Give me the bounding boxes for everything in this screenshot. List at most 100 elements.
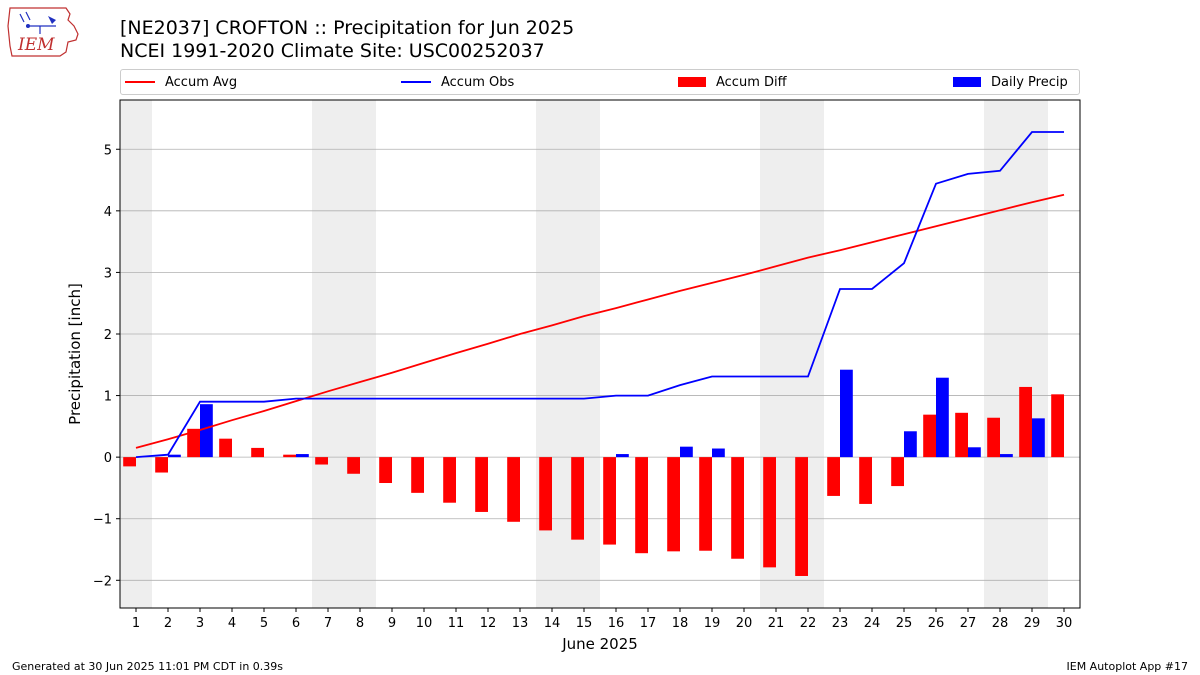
weekend-shade: [984, 100, 1016, 608]
bar-accum-diff: [155, 457, 168, 473]
x-tick-label: 11: [448, 616, 465, 631]
bar-daily-precip: [200, 404, 213, 458]
bar-accum-diff: [603, 457, 616, 545]
x-tick-label: 20: [736, 616, 753, 631]
chart-title: [NE2037] CROFTON :: Precipitation for Ju…: [120, 17, 575, 39]
x-tick-label: 23: [832, 616, 849, 631]
bar-daily-precip: [968, 447, 981, 458]
bar-accum-diff: [635, 457, 648, 554]
x-tick-label: 25: [896, 616, 913, 631]
legend-swatch-accum-obs: [401, 81, 431, 83]
legend-item-accum-obs: Accum Obs: [401, 70, 514, 94]
bar-daily-precip: [1000, 454, 1013, 458]
bar-accum-diff: [699, 457, 712, 551]
bar-accum-diff: [475, 457, 488, 512]
line-accum-avg: [135, 193, 1065, 449]
bar-accum-diff: [539, 457, 552, 531]
iem-logo: IEM: [7, 7, 79, 57]
bar-accum-diff: [571, 457, 584, 540]
x-axis-label: June 2025: [561, 635, 638, 653]
footer-generated: Generated at 30 Jun 2025 11:01 PM CDT in…: [12, 660, 284, 673]
x-tick-label: 24: [864, 616, 881, 631]
x-tick-label: 9: [388, 616, 396, 631]
x-tick-label: 14: [544, 616, 561, 631]
bar-accum-diff: [251, 447, 264, 458]
x-tick-label: 22: [800, 616, 817, 631]
bar-daily-precip: [680, 446, 693, 458]
bar-accum-diff: [1019, 386, 1032, 458]
chart-subtitle: NCEI 1991-2020 Climate Site: USC00252037: [120, 40, 545, 62]
bar-accum-diff: [795, 457, 808, 576]
y-tick-label: 0: [104, 451, 112, 466]
x-tick-label: 30: [1056, 616, 1073, 631]
x-tick-label: 13: [512, 616, 529, 631]
bar-accum-diff: [731, 457, 744, 559]
bar-accum-diff: [315, 457, 328, 465]
line-accum-obs: [135, 131, 1064, 458]
legend-swatch-accum-diff: [678, 77, 706, 87]
legend-swatch-accum-avg: [125, 81, 155, 83]
x-tick-label: 15: [576, 616, 593, 631]
legend-label-accum-avg: Accum Avg: [165, 74, 238, 90]
legend-item-accum-avg: Accum Avg: [125, 70, 237, 94]
x-tick-label: 18: [672, 616, 689, 631]
bar-accum-diff: [379, 457, 392, 484]
y-tick-label: 3: [104, 266, 112, 281]
bar-accum-diff: [891, 457, 904, 487]
bar-accum-diff: [923, 414, 936, 458]
bar-accum-diff: [219, 438, 232, 458]
x-tick-label: 8: [356, 616, 364, 631]
x-tick-label: 1: [132, 616, 140, 631]
bar-accum-diff: [443, 457, 456, 503]
bar-accum-diff: [411, 457, 424, 493]
x-tick-label: 12: [480, 616, 497, 631]
bar-daily-precip: [712, 448, 725, 458]
x-tick-label: 17: [640, 616, 657, 631]
x-tick-label: 21: [768, 616, 785, 631]
bar-daily-precip: [616, 454, 629, 458]
x-tick-label: 10: [416, 616, 433, 631]
x-tick-label: 27: [960, 616, 977, 631]
x-tick-label: 16: [608, 616, 625, 631]
plot-frame: [119, 99, 1081, 609]
x-tick-label: 26: [928, 616, 945, 631]
weekend-shade: [312, 100, 344, 608]
bar-daily-precip: [936, 377, 949, 458]
bar-accum-diff: [827, 457, 840, 496]
bar-daily-precip: [1032, 418, 1045, 458]
bar-accum-diff: [859, 457, 872, 504]
y-tick-label: 1: [104, 390, 112, 405]
bar-accum-diff: [1051, 394, 1064, 458]
bar-accum-diff: [667, 457, 680, 552]
y-tick-label: 2: [104, 328, 112, 343]
weekend-shade: [344, 100, 376, 608]
legend: Accum Avg Accum Obs Accum Diff Daily Pre…: [120, 69, 1080, 95]
footer-app: IEM Autoplot App #17: [1066, 660, 1189, 673]
bar-accum-diff: [987, 417, 1000, 458]
x-tick-label: 7: [324, 616, 332, 631]
bar-accum-diff: [507, 457, 520, 522]
y-tick-label: 5: [104, 143, 112, 158]
bar-daily-precip: [296, 454, 309, 458]
x-tick-label: 4: [228, 616, 236, 631]
bar-accum-diff: [763, 457, 776, 568]
x-tick-label: 6: [292, 616, 300, 631]
bar-accum-diff: [347, 457, 360, 474]
x-tick-label: 3: [196, 616, 204, 631]
x-tick-label: 19: [704, 616, 721, 631]
x-tick-label: 29: [1024, 616, 1041, 631]
bar-accum-diff: [283, 454, 296, 458]
legend-label-daily-precip: Daily Precip: [991, 74, 1068, 90]
weekend-shade: [536, 100, 568, 608]
x-tick-label: 28: [992, 616, 1009, 631]
weekend-shade: [120, 100, 152, 608]
bar-accum-diff: [187, 428, 200, 458]
legend-swatch-daily-precip: [953, 77, 981, 87]
legend-label-accum-diff: Accum Diff: [716, 74, 787, 90]
bar-accum-diff: [123, 457, 136, 467]
bar-accum-diff: [955, 412, 968, 458]
bar-daily-precip: [168, 454, 181, 458]
legend-label-accum-obs: Accum Obs: [441, 74, 515, 90]
legend-item-daily-precip: Daily Precip: [953, 70, 1068, 94]
